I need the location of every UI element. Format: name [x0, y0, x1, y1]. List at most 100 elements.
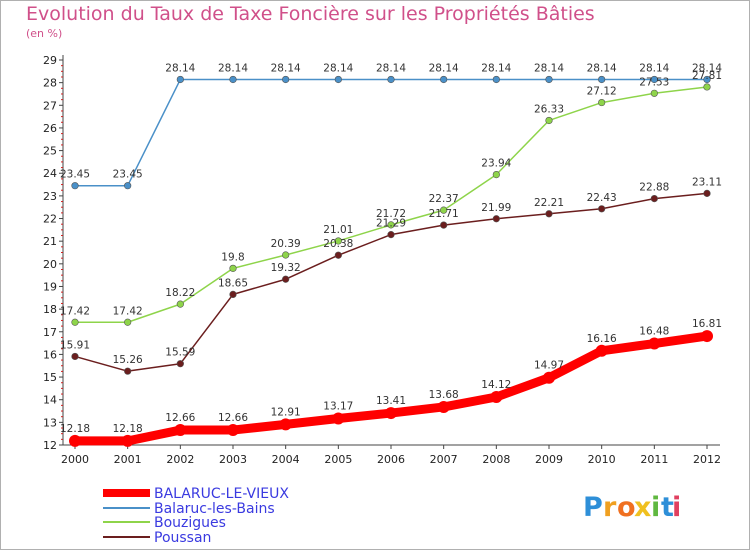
data-point: [71, 318, 79, 326]
chart-title: Evolution du Taux de Taxe Foncière sur l…: [26, 3, 595, 25]
data-label: 13.68: [429, 389, 459, 401]
x-tick-label: 2000: [61, 453, 89, 466]
data-point: [387, 231, 395, 239]
y-tick-label: 21: [43, 235, 57, 248]
data-point: [492, 75, 500, 84]
data-label: 14.97: [534, 360, 564, 372]
brand-letter: i: [672, 492, 681, 523]
data-point: [334, 237, 342, 245]
y-tick-label: 22: [43, 213, 57, 226]
data-point: [703, 75, 711, 84]
data-label: 13.17: [323, 401, 353, 413]
data-point: [334, 251, 342, 259]
data-point: [598, 205, 606, 213]
data-label: 23.45: [113, 169, 143, 181]
x-tick-label: 2009: [535, 453, 563, 466]
data-label: 28.14: [692, 62, 722, 74]
x-tick-label: 2006: [377, 453, 405, 466]
data-label: 28.14: [376, 62, 406, 74]
data-point: [121, 434, 134, 447]
data-label: 23.45: [60, 169, 90, 181]
y-tick-label: 26: [43, 122, 57, 135]
y-tick-label: 20: [43, 258, 57, 271]
legend-label-1: Balaruc-les-Bains: [154, 501, 275, 517]
data-label: 22.88: [639, 182, 669, 194]
y-tick-label: 17: [43, 326, 57, 339]
data-point: [440, 206, 448, 214]
data-point: [650, 75, 658, 84]
y-tick-label: 16: [43, 348, 57, 361]
chart-subtitle: (en %): [26, 27, 63, 40]
data-point: [490, 390, 503, 403]
data-label: 28.14: [481, 62, 511, 74]
data-label: 20.39: [271, 238, 301, 250]
x-tick-label: 2007: [430, 453, 458, 466]
data-label: 22.21: [534, 197, 564, 209]
legend-label-2: Bouzigues: [154, 515, 226, 531]
data-point: [598, 75, 606, 84]
data-label: 16.81: [692, 318, 722, 330]
data-label: 28.14: [165, 62, 195, 74]
data-point: [650, 195, 658, 203]
data-label: 17.42: [60, 305, 90, 317]
data-label: 21.72: [376, 208, 406, 220]
legend: BALARUC-LE-VIEUXBalaruc-les-BainsBouzigu…: [103, 486, 289, 546]
data-label: 22.37: [429, 193, 459, 205]
x-tick-label: 2005: [324, 453, 352, 466]
data-point: [229, 75, 237, 84]
data-point: [71, 182, 79, 190]
data-label: 20.38: [323, 238, 353, 250]
data-label: 27.53: [639, 76, 669, 88]
data-point: [701, 330, 713, 343]
x-tick-label: 2008: [482, 453, 510, 466]
data-label: 15.91: [60, 339, 90, 351]
x-tick-label: 2004: [272, 453, 300, 466]
data-label: 14.12: [481, 379, 511, 391]
brand-letter: t: [661, 492, 674, 523]
brand-letter: i: [651, 492, 660, 523]
data-label: 23.11: [692, 176, 722, 188]
data-point: [650, 89, 658, 97]
data-point: [648, 337, 661, 350]
data-point: [545, 116, 553, 125]
y-tick-label: 24: [43, 167, 57, 180]
y-tick-label: 28: [43, 77, 57, 90]
data-point: [703, 83, 711, 91]
y-tick-label: 14: [43, 394, 57, 407]
data-point: [229, 264, 237, 272]
data-point: [437, 400, 450, 413]
data-label: 28.14: [429, 62, 459, 74]
brand-letter: r: [603, 492, 617, 523]
data-point: [282, 75, 290, 84]
data-label: 15.26: [113, 354, 143, 366]
data-point: [595, 344, 608, 357]
y-tick-label: 29: [43, 54, 57, 67]
data-label: 17.42: [113, 305, 143, 317]
data-label: 16.16: [587, 333, 617, 345]
series-lines: [69, 75, 713, 447]
data-label: 21.01: [323, 224, 353, 236]
data-label: 19.8: [221, 251, 244, 263]
data-label: 16.48: [639, 326, 669, 338]
data-point: [334, 75, 342, 84]
data-point: [176, 75, 184, 84]
y-tick-label: 25: [43, 145, 57, 158]
data-label: 19.32: [271, 262, 301, 274]
data-point: [71, 352, 79, 361]
legend-label-3: Poussan: [154, 530, 211, 546]
axes: 12 13 14 15 16 17 18 19 20 21 22 23 24 25 26 27 28 29 2000…: [43, 54, 721, 466]
data-label: 28.14: [587, 62, 617, 74]
data-point: [282, 251, 290, 259]
data-point: [279, 418, 292, 431]
data-label: 28.14: [218, 62, 248, 74]
data-label: 23.94: [481, 158, 511, 170]
data-point: [387, 75, 395, 84]
data-label: 12.66: [218, 412, 248, 424]
data-label: 21.29: [376, 218, 406, 230]
data-point: [124, 182, 132, 190]
data-label: 18.65: [218, 277, 248, 289]
data-label: 21.99: [481, 202, 511, 214]
